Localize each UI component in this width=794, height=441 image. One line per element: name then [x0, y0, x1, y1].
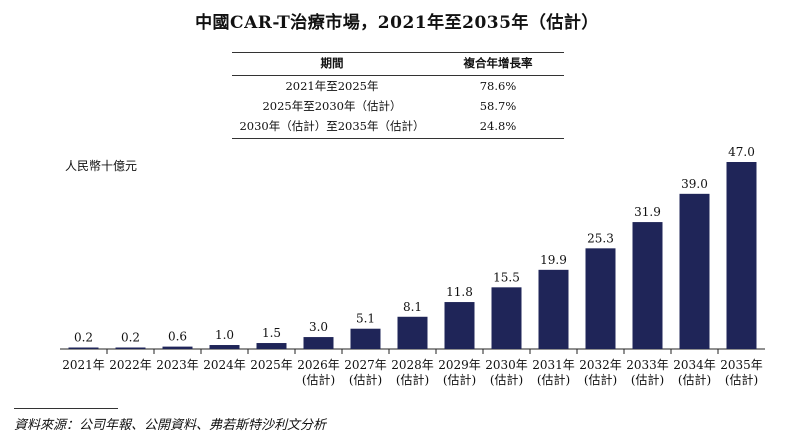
bar-value-label: 15.5	[493, 270, 520, 284]
x-tick-label: 2030年	[485, 358, 528, 372]
bar-value-label: 11.8	[446, 285, 473, 299]
x-tick-label: 2035年	[720, 358, 763, 372]
x-tick-label: (估計)	[302, 372, 335, 387]
y-axis-unit-label: 人民幣十億元	[65, 159, 138, 173]
cagr-row: 2030年（估計）至2035年（估計） 24.8%	[232, 116, 564, 139]
bar-value-label: 31.9	[634, 205, 661, 219]
x-tick-label: (估計)	[443, 372, 476, 387]
x-tick-label: (估計)	[678, 372, 711, 387]
bar	[538, 269, 569, 349]
bar	[397, 316, 428, 349]
cagr-period: 2021年至2025年	[285, 79, 379, 93]
x-tick-label: 2032年	[579, 358, 622, 372]
cagr-rate: 24.8%	[432, 116, 564, 139]
x-tick-label: 2027年	[344, 358, 387, 372]
bar-value-label: 1.5	[262, 326, 281, 340]
bar-value-label: 3.0	[309, 320, 328, 334]
cagr-header-period: 期間	[232, 52, 432, 76]
bar	[209, 345, 240, 349]
x-tick-label: 2021年	[62, 358, 105, 372]
bar-value-label: 19.9	[540, 253, 567, 267]
bar	[162, 346, 193, 349]
bar-value-label: 25.3	[587, 231, 614, 245]
bar-value-label: 5.1	[356, 312, 375, 326]
chart-title: 中國CAR-T治療市場，2021年至2035年（估計）	[195, 13, 599, 33]
source-divider	[14, 408, 118, 409]
bar	[256, 343, 287, 349]
bar-value-label: 0.6	[168, 330, 187, 344]
x-tick-label: (估計)	[396, 372, 429, 387]
bar	[303, 337, 334, 349]
x-tick-label: (估計)	[349, 372, 382, 387]
x-tick-label: 2034年	[673, 358, 716, 372]
cagr-period: 2025年至2030年（估計）	[262, 99, 402, 113]
bar-value-label: 0.2	[121, 331, 140, 345]
x-tick-label: (估計)	[631, 372, 664, 387]
x-tick-label: 2026年	[297, 358, 340, 372]
x-tick-label: (估計)	[584, 372, 617, 387]
x-tick-label: 2022年	[109, 358, 152, 372]
bar-value-label: 0.2	[74, 331, 93, 345]
cagr-period: 2030年（估計）至2035年（估計）	[232, 116, 432, 139]
bar	[350, 328, 381, 349]
cagr-header-rate: 複合年增長率	[432, 52, 564, 76]
cagr-table: 期間 複合年增長率 2021年至2025年 78.6% 2025年至2030年（…	[232, 52, 564, 139]
bar-value-label: 8.1	[403, 300, 422, 314]
x-tick-label: (估計)	[725, 372, 758, 387]
x-tick-label: 2023年	[156, 358, 199, 372]
x-tick-label: 2033年	[626, 358, 669, 372]
source-note: 資料來源：公司年報、公開資料、弗若斯特沙利文分析	[14, 418, 327, 433]
x-tick-label: 2031年	[532, 358, 575, 372]
cagr-row: 2021年至2025年 78.6%	[232, 76, 564, 97]
cagr-rate: 78.6%	[479, 79, 517, 93]
bar	[679, 193, 710, 349]
x-tick-label: 2024年	[203, 358, 246, 372]
cagr-row: 2025年至2030年（估計） 58.7%	[232, 96, 564, 116]
bar-value-label: 47.0	[728, 145, 755, 159]
bar	[68, 347, 99, 349]
bar	[585, 248, 616, 349]
x-tick-label: (估計)	[537, 372, 570, 387]
bar	[491, 287, 522, 349]
bar	[444, 302, 475, 349]
bar	[632, 222, 663, 349]
x-tick-label: 2025年	[250, 358, 293, 372]
x-tick-label: 2028年	[391, 358, 434, 372]
cagr-rate: 58.7%	[479, 99, 517, 113]
bar	[726, 162, 757, 349]
bar	[115, 347, 146, 349]
bar-value-label: 39.0	[681, 177, 708, 191]
bar-value-label: 1.0	[215, 328, 234, 342]
x-tick-label: (估計)	[490, 372, 523, 387]
x-tick-label: 2029年	[438, 358, 481, 372]
